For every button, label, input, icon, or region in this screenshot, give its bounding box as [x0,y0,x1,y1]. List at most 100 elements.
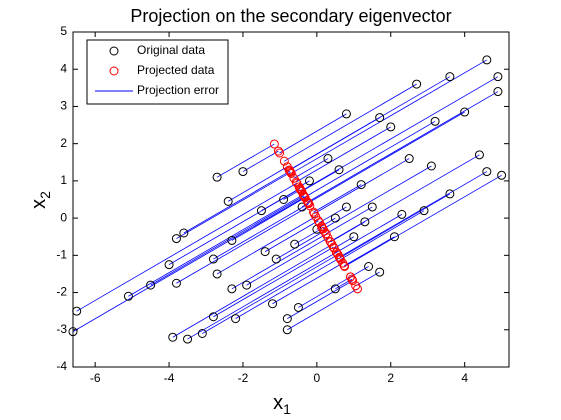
projection-error [172,244,333,338]
data-point [227,284,237,294]
projection-error [344,236,395,267]
data-point [183,334,193,344]
data-point [341,109,351,119]
projection-error [307,91,499,203]
data-point [482,167,492,177]
projection-error [340,210,425,260]
data-point [146,280,156,290]
projection-error [287,280,353,319]
y-axis-label-sub: 2 [37,191,53,199]
data-point [309,209,319,219]
data-point [326,237,336,247]
data-point [275,148,285,158]
data-point [303,197,313,207]
projection-error [261,187,301,212]
legend-marker [109,66,119,76]
data-point [345,272,355,282]
data-point [164,260,174,270]
x-tick-label: 2 [387,371,394,385]
projection-error [330,221,366,243]
data-point [171,234,181,244]
data-point [445,72,455,82]
data-point [389,232,399,242]
projection-error [227,166,288,202]
projection-error [72,196,305,332]
data-point [171,278,181,288]
projection-error [202,254,339,334]
data-point [317,221,327,231]
x-axis-label: x1 [273,392,291,416]
data-point [386,122,396,132]
x-tick-label: -6 [90,371,101,385]
x-tick-label: -4 [164,371,175,385]
data-point [367,202,377,212]
data-point [353,284,363,294]
data-point [493,87,503,97]
projection-error [288,76,451,171]
data-point [318,224,328,234]
data-point [197,329,207,338]
data-point [208,312,218,322]
data-point [364,262,374,271]
y-axis-label: x2 [28,191,52,209]
data-point [303,198,313,208]
data-point [482,55,492,65]
projection-error [264,220,319,252]
data-point [330,213,340,223]
x-axis-label-sub: 1 [283,401,291,417]
data-point [497,170,507,180]
data-point [375,113,385,123]
projection-error [325,206,373,235]
chart-title: Projection on the secondary eigenvector [130,6,451,26]
data-point [296,186,306,196]
projection-error [344,174,502,267]
data-point [282,314,292,324]
legend: Original data Projected data Projection er… [86,39,229,105]
legend-label: Projected data [137,63,215,77]
data-point [271,254,281,264]
y-tick-label: 4 [60,61,67,75]
data-point [351,281,361,291]
projection-error [216,143,275,178]
projection-error [235,257,340,319]
data-point [290,239,300,249]
projection-error [246,237,329,286]
data-point [349,232,359,242]
y-tick-label: -1 [56,248,67,262]
data-point [356,180,366,190]
legend-label: Original data [137,43,205,57]
data-point [419,206,429,216]
data-point [269,139,279,149]
projection-error [298,276,351,308]
projection-error [339,193,451,259]
y-tick-label: 1 [60,173,67,187]
data-point [260,247,270,257]
data-point [212,172,222,182]
projection-error [304,120,436,198]
data-point [347,274,357,284]
projection-error [183,170,291,234]
projection-error [294,227,323,245]
y-tick-label: -4 [56,359,67,373]
projection-error [291,59,488,174]
projection-error [339,171,488,258]
projection-error [176,205,311,284]
projection-error [76,182,298,312]
data-point [321,229,331,239]
data-point [273,146,283,156]
data-point [460,107,470,117]
projection-error [284,83,417,162]
projection-error [287,288,358,331]
projection-error [272,262,343,305]
projection-error [322,165,432,230]
plot-frame [72,31,510,368]
projection-error [308,111,465,204]
projection-error [231,233,327,290]
data-point [208,254,218,264]
data-point [493,72,503,82]
projection-error [301,169,340,192]
data-point [286,168,296,178]
legend-marker [109,46,119,56]
projection-error [128,194,304,297]
